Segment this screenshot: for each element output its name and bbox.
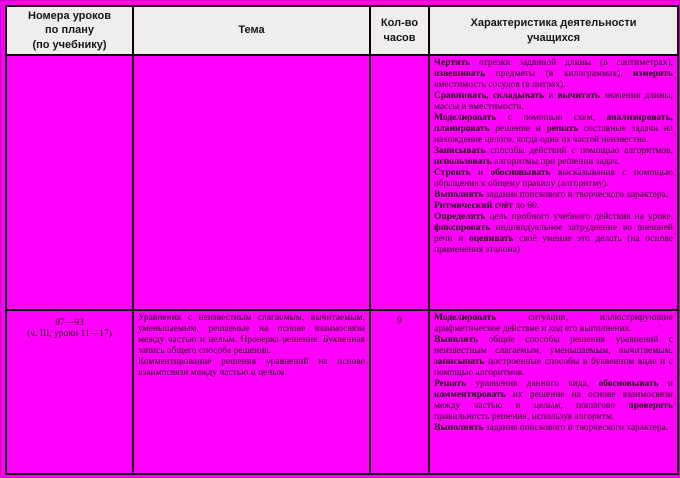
header-activities: Характеристика деятельности учащихся xyxy=(428,5,679,56)
lesson-plan-table: Номера уроков по плану (по учебнику) Тем… xyxy=(5,5,679,475)
header-hours: Кол-во часов xyxy=(369,5,430,56)
cell-lesson-numbers: 87—93 (ч. III, уроки 11—17) xyxy=(5,309,134,475)
cell-lesson-numbers xyxy=(5,53,134,312)
header-theme: Тема xyxy=(132,5,371,56)
cell-activities: Чертить отрезки заданной длины (в сантим… xyxy=(428,53,679,312)
table-row: 87—93 (ч. III, уроки 11—17) Уравнения с н… xyxy=(5,309,679,475)
header-row: Номера уроков по плану (по учебнику) Тем… xyxy=(5,5,679,56)
cell-hours: 9 xyxy=(369,309,430,475)
cell-theme xyxy=(132,53,371,312)
table-row: Чертить отрезки заданной длины (в сантим… xyxy=(5,53,679,312)
cell-activities: Моделировать ситуации, иллюстрирующие ар… xyxy=(428,309,679,475)
header-lesson-numbers: Номера уроков по плану (по учебнику) xyxy=(5,5,134,56)
cell-hours xyxy=(369,53,430,312)
cell-theme: Уравнения с неизвестным слагаемым, вычит… xyxy=(132,309,371,475)
